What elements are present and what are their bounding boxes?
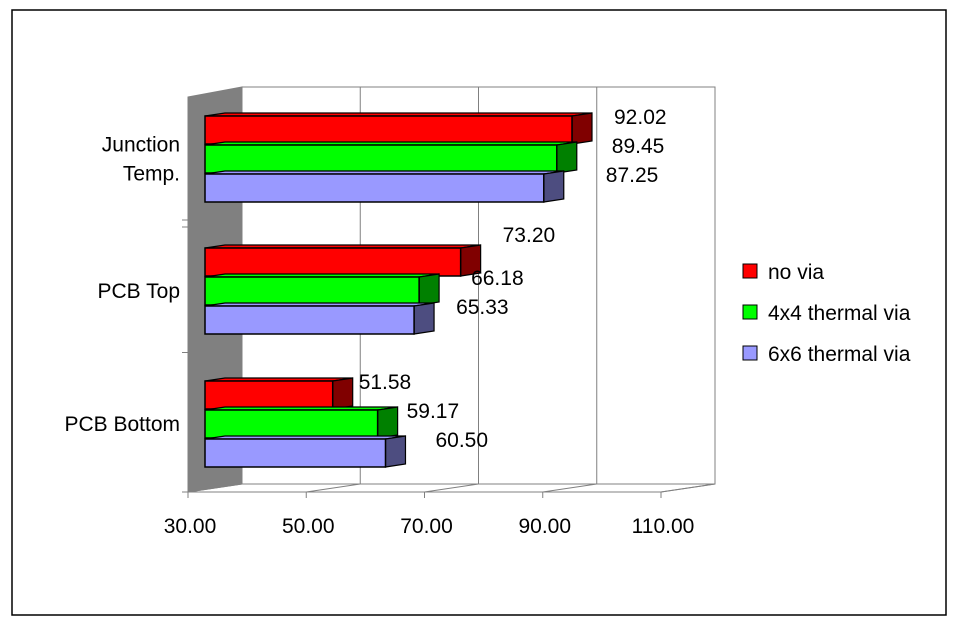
floor-gridline [424,483,479,493]
data-label: 87.25 [606,164,659,187]
category-label: PCB Top [98,280,181,303]
data-label: 89.45 [612,135,665,158]
data-label: 65.33 [456,296,509,319]
category-label: Junction [102,134,180,157]
legend-label: 6x6 thermal via [768,343,911,366]
data-label: 66.18 [471,267,524,290]
bar-6x6-thermal-via [204,438,387,468]
legend-swatch [742,263,758,279]
bar-side [543,170,565,203]
floor-gridline [542,483,597,493]
bar-4x4-thermal-via [204,276,420,306]
legend-label: 4x4 thermal via [768,302,911,325]
data-label: 59.17 [407,400,460,423]
bar-4x4-thermal-via [204,144,558,174]
x-tick-label: 110.00 [632,515,695,538]
legend-label: no via [768,261,824,284]
bar-side [377,406,399,439]
bar-side [556,141,578,174]
floor-gridline [187,483,243,493]
x-tick-label: 70.00 [400,515,453,538]
floor-gridline [660,483,716,493]
data-label: 92.02 [614,106,667,129]
bar-side [413,302,435,335]
data-labels: 92.02 89.45 87.25 73.20 66.18 65.33 51.58 59.17… [359,106,667,452]
data-label: 73.20 [503,224,556,247]
legend-swatch [742,345,758,361]
x-tick-label: 50.00 [282,515,335,538]
legend: no via 4x4 thermal via 6x6 thermal via [742,261,911,366]
floor-gridline [306,483,361,493]
bars [204,112,593,468]
bar-6x6-thermal-via [204,305,415,335]
bar-6x6-thermal-via [204,173,545,203]
bar-no-via [204,380,334,410]
category-label: PCB Bottom [64,413,180,436]
bar-no-via [204,115,573,145]
data-label: 60.50 [435,429,488,452]
bar-no-via [204,247,462,277]
data-label: 51.58 [359,371,412,394]
bar-side [332,377,354,410]
bar-side [571,112,593,145]
bar-side [384,435,407,468]
x-axis-ticks: 30.00 50.00 70.00 90.00 110.00 [164,492,695,538]
y-axis-categories: Junction Temp. PCB Top PCB Bottom [64,134,188,493]
bar-side [418,273,440,306]
legend-swatch [742,304,758,320]
x-tick-label: 90.00 [518,515,571,538]
category-label: Temp. [123,163,180,186]
x-tick-label: 30.00 [164,515,217,538]
bar-4x4-thermal-via [204,409,379,439]
